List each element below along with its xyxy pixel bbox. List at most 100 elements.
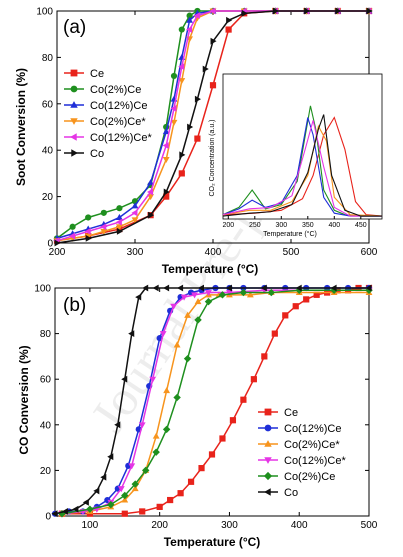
chart-panel-a: (a) Temperature (°C) Soot Conversion (%)… — [14, 7, 383, 276]
panel-b-series-co-2-ce-point — [194, 298, 202, 305]
panel-b-series-co-12-ce-point — [226, 290, 233, 297]
panel-a-legend-item-marker — [71, 149, 78, 157]
panel-a-series-co-2-ce-point — [69, 223, 76, 230]
panel-a-series-co-2-ce-point — [115, 224, 123, 231]
panel-a-series-co-point — [148, 211, 155, 219]
panel-a-series-co-point — [202, 65, 209, 73]
panel-b-xtick-label: 300 — [221, 520, 238, 531]
panel-a-series-co-12-ce-point — [100, 223, 107, 231]
panel-b-ytick-label: 100 — [34, 284, 51, 295]
panel-b-series-co-point — [260, 284, 267, 292]
panel-b-series-co-point — [93, 487, 100, 495]
panel-a-series-co-2-ce-point — [170, 119, 178, 126]
panel-a-legend-item-label: Co(2%)Ce — [90, 84, 141, 96]
panel-b-series-co-2-ce-point — [131, 485, 139, 492]
panel-b-series-ce-point — [282, 312, 289, 319]
panel-b-series-co-12-ce-point — [205, 290, 212, 297]
panel-b-xtick-label: 200 — [151, 520, 168, 531]
panel-b-series-co-point — [135, 293, 142, 301]
panel-b-series-co-2-ce-point — [121, 491, 129, 500]
panel-a-series-co-point — [85, 234, 92, 242]
inset-xlabel: Temperature (°C) — [263, 230, 317, 238]
panel-b-series-co-12-ce-point — [170, 303, 178, 310]
panel-b-series-co-12-ce-point — [159, 331, 167, 338]
panel-b-xtick-label: 400 — [291, 520, 308, 531]
panel-b-series-ce-point — [187, 478, 195, 485]
panel-b-series-co-2-ce-point — [218, 291, 227, 299]
panel-a-legend-item-label: Co(12%)Ce* — [90, 132, 152, 144]
panel-b-series-co-2-ce-point — [162, 425, 171, 434]
panel-b-legend-item-label: Co(12%)Ce — [284, 423, 341, 435]
panel-b-series-co-point — [61, 508, 68, 515]
panel-b-series-ce-point — [271, 330, 278, 337]
panel-a-legend-item-label: Ce — [90, 68, 104, 80]
panel-b-legend-item-marker — [264, 424, 272, 432]
inset-xtick-label: 300 — [275, 222, 287, 229]
inset-series-co-12-ce — [222, 120, 382, 217]
inset-ylabel: CO₂ Concentration (a.u.) — [209, 119, 216, 196]
panel-a-series-co-point — [116, 227, 123, 235]
panel-a-ytick-label: 100 — [36, 7, 53, 18]
panel-b-series-co-point — [51, 510, 58, 518]
panel-b-legend-item-label: Co(2%)Ce* — [284, 439, 340, 451]
panel-b-series-co-2-ce-point — [267, 288, 276, 297]
panel-b-ytick-label: 80 — [40, 329, 52, 340]
panel-b-series-co-2-ce-point — [107, 500, 115, 509]
panel-b-series-co-point — [225, 284, 232, 292]
panel-a-series-co-point — [54, 239, 61, 247]
panel-b-series-co-point — [295, 284, 302, 292]
panel-a-series-co-12-ce-point — [186, 26, 193, 33]
panel-b-legend-item-label: Co(2%)Ce — [284, 471, 335, 483]
panel-a-legend-item-marker — [70, 101, 78, 108]
panel-b-ytick-label: 0 — [45, 512, 51, 523]
panel-b-series-ce-point — [303, 296, 310, 303]
panel-b-series-co-2-ce-point — [239, 288, 248, 297]
panel-a-series-co-12-ce-point — [131, 202, 139, 209]
panel-b-series-ce-point — [208, 451, 216, 458]
panel-a-inset: Temperature (°C) CO₂ Concentration (a.u.… — [209, 119, 317, 238]
panel-b-legend-item-marker — [264, 408, 272, 416]
panel-a-xtick-label: 600 — [361, 247, 378, 258]
panel-b-series-co-point — [197, 284, 205, 292]
panel-b-series-co-12-ce-point — [138, 422, 146, 429]
panel-a-series-co-12-ce-point — [147, 188, 154, 196]
panel-a-series-co-12-ce-point — [162, 128, 170, 135]
panel-a-series-co-12-ce-point — [178, 63, 185, 71]
panel-b-series-ce-point — [292, 303, 299, 310]
panel-a-series-co-2-ce-point — [100, 209, 107, 216]
panel-b-series-co-2-ce-point — [121, 496, 129, 503]
inset-series-co — [222, 114, 382, 217]
panel-b-ytick-label: 40 — [40, 420, 52, 431]
panel-b-series-ce-point — [167, 496, 174, 504]
panel-a-series-co-12-ce-point — [170, 105, 177, 112]
inset-xtick-label: 450 — [355, 222, 367, 229]
panel-b-series-ce-point — [250, 376, 257, 383]
panel-b-ytick-label: 20 — [40, 466, 52, 477]
panel-b-series-co-2-ce-point — [141, 466, 150, 475]
panel-b-series-co-12-ce-point — [191, 292, 198, 299]
panel-a-series-co-12-ce-point — [131, 209, 138, 217]
panel-a-series-co-point — [226, 16, 233, 24]
panel-a-series-co-point — [335, 7, 342, 15]
panel-b-xtick-label: 100 — [82, 520, 99, 531]
panel-a-legend-item-label: Co(12%)Ce — [90, 100, 147, 112]
panel-b-series-ce-point — [240, 396, 247, 403]
panel-b-series-co-point — [163, 284, 170, 292]
panel-a-xtick-label: 400 — [205, 247, 222, 258]
inset-series-co-12-ce — [222, 117, 382, 217]
panel-a-ylabel: Soot Conversion (%) — [14, 68, 28, 186]
panel-a-legend-item-marker — [70, 118, 78, 125]
panel-a-series-co-12-ce-point — [69, 232, 76, 240]
panel-b-legend-item-marker — [264, 488, 271, 496]
chart-panel-b: (b) Temperature (°C) CO Conversion (%) 1… — [17, 284, 378, 550]
panel-a-series-co-12-ce-point — [193, 12, 200, 20]
panel-a-series-co-2-ce-point — [170, 72, 178, 80]
panel-b-series-co-point — [330, 284, 337, 292]
panel-a-xtick-label: 200 — [49, 247, 66, 258]
panel-a-series-co-2-ce-point — [178, 26, 185, 33]
panel-a-series-co-point — [187, 123, 194, 131]
panel-b-series-ce-point — [139, 508, 146, 515]
panel-a-series-co-12-ce-point — [209, 7, 216, 15]
panel-b-series-co-2-ce-point — [163, 387, 171, 394]
panel-a-series-co-point — [210, 37, 217, 45]
